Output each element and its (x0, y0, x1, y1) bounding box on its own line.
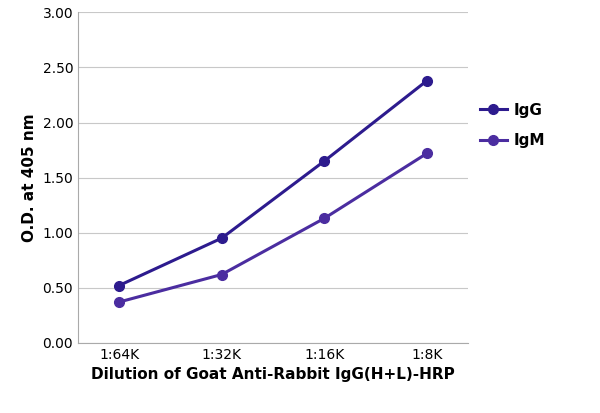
IgG (115, 283, 122, 288)
IgM (218, 272, 225, 277)
Y-axis label: O.D. at 405 nm: O.D. at 405 nm (22, 113, 37, 242)
IgM (115, 299, 122, 304)
IgM (424, 151, 431, 156)
IgG (321, 159, 328, 164)
Line: IgM: IgM (114, 149, 432, 307)
Line: IgG: IgG (114, 76, 432, 290)
IgM (321, 216, 328, 221)
IgG (424, 78, 431, 83)
IgG (218, 236, 225, 241)
Legend: IgG, IgM: IgG, IgM (479, 102, 545, 148)
X-axis label: Dilution of Goat Anti-Rabbit IgG(H+L)-HRP: Dilution of Goat Anti-Rabbit IgG(H+L)-HR… (91, 367, 455, 382)
